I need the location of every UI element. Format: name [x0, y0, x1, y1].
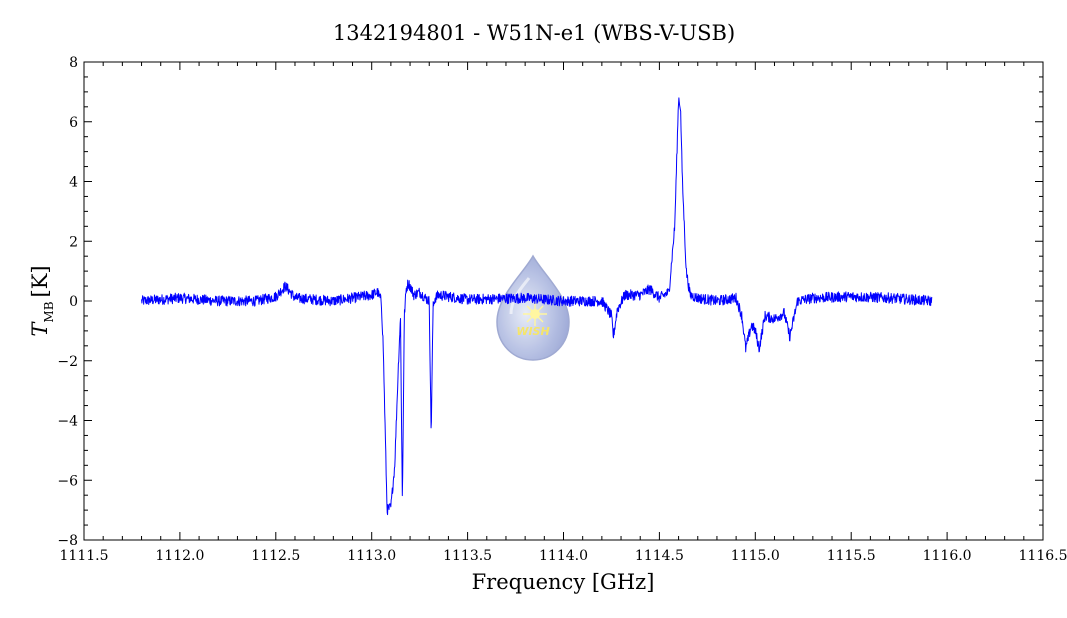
y-tick-label: 4	[69, 175, 78, 191]
x-tick-label: 1112.5	[251, 548, 300, 564]
y-tick-label: −8	[57, 533, 78, 549]
x-tick-label: 1116.5	[1019, 548, 1067, 564]
y-axis-label-unit: [K]	[28, 265, 52, 297]
x-tick-label: 1113.5	[443, 548, 492, 564]
x-tick-label: 1112.0	[155, 548, 204, 564]
y-tick-label: 8	[69, 55, 78, 71]
y-axis-label-main: T	[28, 321, 52, 337]
chart-title: 1342194801 - W51N-e1 (WBS-V-USB)	[333, 21, 735, 45]
y-tick-label: −2	[57, 354, 78, 370]
y-axis-label-sub: MB	[42, 301, 56, 322]
x-tick-labels: 1111.5 1112.0 1112.5 1113.0 1113.5 1114.0 1114…	[60, 548, 1067, 564]
x-tick-label: 1115.5	[827, 548, 876, 564]
y-tick-label: −6	[57, 473, 78, 489]
x-axis-label: Frequency [GHz]	[472, 570, 655, 594]
watermark-text: WISH	[516, 325, 549, 338]
wish-logo: WISH	[496, 254, 570, 361]
y-tick-labels: −8 −6 −4 −2 0 2 4 6 8	[57, 55, 78, 549]
x-tick-label: 1111.5	[60, 548, 109, 564]
series-line	[141, 97, 933, 516]
y-tick-label: 6	[69, 115, 78, 131]
x-tick-label: 1114.5	[635, 548, 684, 564]
x-tick-label: 1114.0	[539, 548, 588, 564]
axis-ticks	[83, 61, 1044, 541]
x-tick-label: 1116.0	[923, 548, 972, 564]
y-tick-label: −4	[57, 414, 78, 430]
y-tick-label: 2	[69, 234, 78, 250]
x-tick-label: 1113.0	[347, 548, 396, 564]
y-tick-label: 0	[69, 294, 78, 310]
svg-text:TMB[K]: TMB [K]	[28, 265, 56, 336]
x-tick-label: 1115.0	[731, 548, 780, 564]
y-axis-label: TMB [K]	[28, 265, 56, 336]
